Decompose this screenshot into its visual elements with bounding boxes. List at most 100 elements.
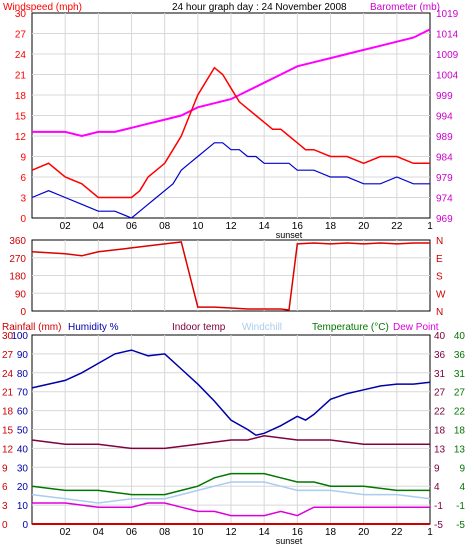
temperature-y-tick: 36 <box>454 350 466 361</box>
baro-y-tick: 984 <box>436 153 453 164</box>
indoor-temp-label: Indoor temp <box>172 322 226 333</box>
x-tick-label: 06 <box>126 221 138 232</box>
x-tick-label: 14 <box>259 527 271 538</box>
baro-y-tick: 1014 <box>436 30 459 41</box>
x-tick-label: 18 <box>325 221 337 232</box>
x-tick-label: 14 <box>259 221 271 232</box>
wind-y-tick: 27 <box>15 30 27 41</box>
x-tick-label: 20 <box>358 221 370 232</box>
wind-y-tick: 21 <box>15 71 27 82</box>
indoor-temp-y-tick: 9 <box>434 463 440 474</box>
humidity-y-tick: 70 <box>17 388 29 399</box>
rain-y-tick: 18 <box>2 407 14 418</box>
baro-y-tick: 974 <box>436 194 453 205</box>
windchill-label: Windchill <box>242 322 282 333</box>
indoor-temp-y-tick: -5 <box>434 520 443 531</box>
x-tick-label: 18 <box>325 527 337 538</box>
rain-y-tick: 9 <box>2 463 8 474</box>
baro-y-tick: 979 <box>436 173 453 184</box>
temperature-line <box>31 472 430 496</box>
compass-tick: N <box>436 307 443 318</box>
x-tick-label: 22 <box>391 221 403 232</box>
humidity-y-tick: 40 <box>17 444 29 455</box>
indoor-temp-y-tick: 4 <box>434 482 440 493</box>
x-tick-label: 20 <box>358 527 370 538</box>
indoor-temp-y-tick: 40 <box>434 331 446 342</box>
wind-y-tick: 15 <box>15 112 27 123</box>
rain-y-tick: 27 <box>2 350 14 361</box>
temperature-y-tick: 9 <box>459 463 465 474</box>
rain-y-tick: 24 <box>2 369 14 380</box>
temperature-y-tick: 40 <box>454 331 466 342</box>
x-tick-label: 22 <box>391 527 403 538</box>
x-tick-label: 06 <box>126 527 138 538</box>
indoor-temp-y-tick: 18 <box>434 426 446 437</box>
compass-tick: E <box>436 254 443 265</box>
baro-y-tick: 989 <box>436 132 453 143</box>
humidity-label: Humidity % <box>68 322 119 333</box>
wind-y-tick: 18 <box>15 91 27 102</box>
rainfall-label: Rainfall (mm) <box>2 322 61 333</box>
temperature-y-tick: 27 <box>454 388 466 399</box>
rain-y-tick: 30 <box>2 331 14 342</box>
rain-y-tick: 3 <box>2 501 8 512</box>
x-tick-label: 1 <box>427 221 433 232</box>
compass-tick: W <box>436 289 446 300</box>
compass-tick: N <box>436 236 443 247</box>
humidity-y-tick: 0 <box>22 520 28 531</box>
indoor-temp-y-tick: 36 <box>434 350 446 361</box>
humidity-y-tick: 50 <box>17 426 29 437</box>
barometer-label: Barometer (mb) <box>370 2 440 13</box>
x-tick-label: 12 <box>225 527 237 538</box>
windchill-line <box>31 481 431 504</box>
x-tick-label: 10 <box>192 527 204 538</box>
temperature-y-tick: -5 <box>456 520 465 531</box>
indoor-temp-y-tick: 27 <box>434 388 446 399</box>
indoor-temp-y-tick: 31 <box>434 369 446 380</box>
barometer-line <box>32 28 431 138</box>
direction-y-tick: 360 <box>9 236 26 247</box>
x-tick-label: 04 <box>93 527 105 538</box>
direction-y-tick: 270 <box>9 254 26 265</box>
temperature-y-tick: 4 <box>459 482 465 493</box>
chart-title: 24 hour graph day : 24 November 2008 <box>172 2 347 13</box>
direction-y-tick: 90 <box>15 289 27 300</box>
indoor-temp-y-tick: -1 <box>434 501 443 512</box>
humidity-y-tick: 20 <box>17 482 29 493</box>
humidity-y-tick: 10 <box>17 501 29 512</box>
x-tick-label: 08 <box>159 221 171 232</box>
wind-y-tick: 30 <box>15 9 27 20</box>
wind-direction-line <box>31 241 430 311</box>
temperature-y-tick: 18 <box>454 426 466 437</box>
baro-y-tick: 1019 <box>436 9 459 20</box>
wind-y-tick: 6 <box>20 173 26 184</box>
indoor-temp-line <box>31 435 430 450</box>
x-tick-label: 02 <box>60 527 72 538</box>
x-tick-label: 10 <box>192 221 204 232</box>
baro-y-tick: 994 <box>436 112 453 123</box>
temperature-y-tick: 22 <box>454 407 466 418</box>
x-tick-label: 02 <box>60 221 72 232</box>
indoor-temp-y-tick: 13 <box>434 444 446 455</box>
wind-average-line <box>31 142 430 219</box>
x-tick-label: 16 <box>292 221 304 232</box>
x-tick-label: 1 <box>427 527 433 538</box>
temperature-label: Temperature (°C) <box>312 322 389 333</box>
humidity-line <box>31 349 431 437</box>
temperature-y-tick: 31 <box>454 369 466 380</box>
wind-y-tick: 24 <box>15 50 27 61</box>
wind-y-tick: 9 <box>20 153 26 164</box>
wind-y-tick: 0 <box>20 214 26 225</box>
rain-y-tick: 6 <box>2 482 8 493</box>
baro-y-tick: 999 <box>436 91 453 102</box>
sunset-label: sunset <box>276 536 303 546</box>
temperature-y-tick: -1 <box>456 501 465 512</box>
baro-y-tick: 1009 <box>436 50 459 61</box>
compass-tick: S <box>436 272 443 283</box>
wind-y-tick: 3 <box>20 194 26 205</box>
windspeed-line <box>31 66 430 199</box>
rain-y-tick: 12 <box>2 444 14 455</box>
humidity-y-tick: 90 <box>17 350 29 361</box>
sunset-label: sunset <box>276 230 303 240</box>
x-tick-label: 04 <box>93 221 105 232</box>
